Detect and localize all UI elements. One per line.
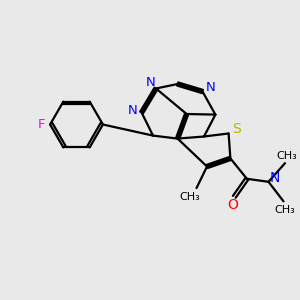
Text: CH₃: CH₃	[179, 191, 200, 202]
Text: CH₃: CH₃	[276, 151, 297, 161]
Text: CH₃: CH₃	[274, 205, 296, 215]
Text: F: F	[38, 118, 46, 131]
Text: N: N	[128, 104, 137, 118]
Text: N: N	[206, 81, 216, 94]
Text: N: N	[269, 171, 280, 185]
Text: S: S	[232, 122, 241, 136]
Text: O: O	[227, 198, 238, 212]
Text: N: N	[146, 76, 155, 89]
